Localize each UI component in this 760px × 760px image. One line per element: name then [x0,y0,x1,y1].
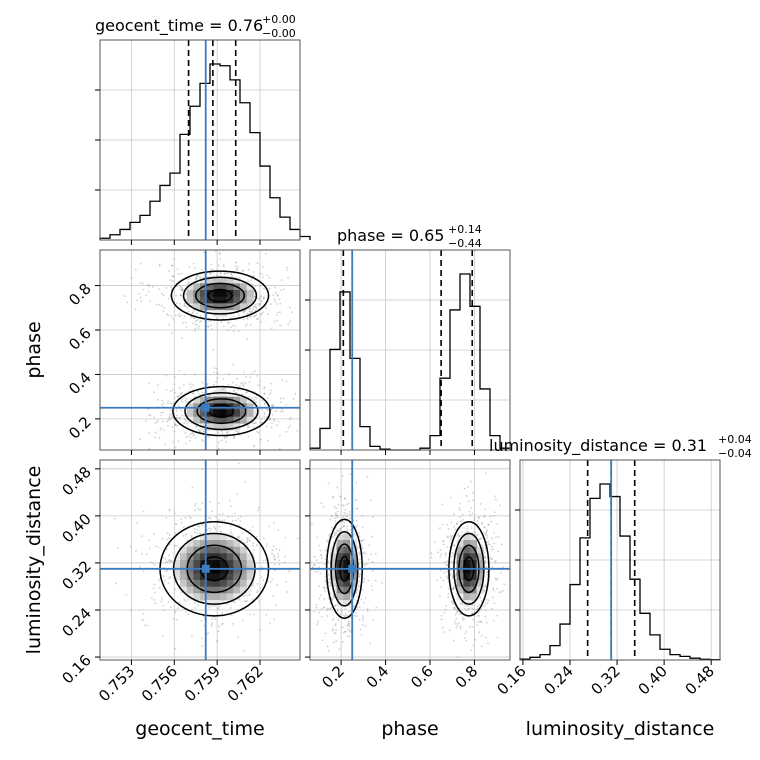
y-tick-label-phase: 0.8 [65,280,95,310]
x-tick-label-geocent_time: 0.756 [138,662,181,705]
density-panel-phase_vs_geocent_time [100,250,300,450]
y-tick-label-luminosity_distance: 0.24 [58,604,94,640]
truth-marker-phase_vs_geocent_time [201,403,210,412]
contour-phase_vs_geocent_time-0-1 [194,282,246,309]
x-tick-label-phase: 0.4 [363,662,393,692]
x-tick-label-geocent_time: 0.759 [181,662,224,705]
title-luminosity-distance-sub: −0.04 [718,447,752,460]
panel-frame-0-2 [99,459,301,661]
y-axis-label-phase: phase [23,321,45,378]
x-tick-label-luminosity_distance: 0.40 [635,662,671,698]
title-phase-sub: −0.44 [448,237,482,250]
x-tick-label-phase: 0.6 [407,662,437,692]
x-tick-label-phase: 0.2 [318,662,348,692]
y-axis-label-luminosity-distance: luminosity_distance [23,466,45,655]
title-phase: phase = 0.65 [337,226,444,245]
histogram-luminosity_distance [519,483,721,661]
contour-phase_vs_geocent_time-1-2 [172,385,271,437]
y-tick-label-phase: 0.6 [65,324,95,354]
y-tick-label-luminosity_distance: 0.48 [58,463,94,499]
x-tick-label-luminosity_distance: 0.24 [540,662,576,698]
x-tick-label-geocent_time: 0.762 [224,662,267,705]
x-axis-label-phase: phase [381,718,438,740]
x-tick-label-luminosity_distance: 0.32 [588,662,624,698]
x-tick-label-phase: 0.8 [452,662,482,692]
contour-phase_vs_geocent_time-1-1 [196,398,247,425]
title-phase-sup: +0.14 [448,223,482,236]
y-tick-label-luminosity_distance: 0.32 [58,557,94,593]
x-axis-label-luminosity-distance: luminosity_distance [526,718,715,740]
x-tick-label-luminosity_distance: 0.48 [682,662,718,698]
y-tick-label-luminosity_distance: 0.40 [58,510,94,546]
title-geocent-time-sup: +0.00 [262,13,296,26]
y-tick-label-luminosity_distance: 0.16 [58,651,94,687]
title-geocent-time-sub: −0.00 [262,27,296,40]
truth-marker-luminosity_distance_vs_geocent_time [201,564,210,573]
y-tick-label-phase: 0.2 [65,413,95,443]
density-panel-luminosity_distance_vs_phase [310,460,510,660]
x-tick-label-luminosity_distance: 0.16 [493,662,529,698]
panel-frame-1-2 [309,459,511,661]
truth-marker-luminosity_distance_vs_phase [348,564,357,573]
contour-phase_vs_geocent_time-0-1.5 [182,276,258,315]
title-luminosity-distance-sup: +0.04 [718,433,752,446]
title-luminosity-distance: luminosity_distance = 0.31 [489,436,707,456]
contour-phase_vs_geocent_time-1-1.5 [184,392,259,431]
density-panel-luminosity_distance_vs_geocent_time [100,460,300,660]
x-axis-label-geocent-time: geocent_time [135,718,264,740]
title-geocent-time: geocent_time = 0.76 [95,16,263,36]
panel-frame-0-1 [99,249,301,451]
contour-phase_vs_geocent_time-0-2 [170,270,270,321]
contour-phase_vs_geocent_time-0-0.5 [207,288,233,303]
y-tick-label-phase: 0.4 [65,369,95,399]
x-tick-label-geocent_time: 0.753 [95,662,138,705]
